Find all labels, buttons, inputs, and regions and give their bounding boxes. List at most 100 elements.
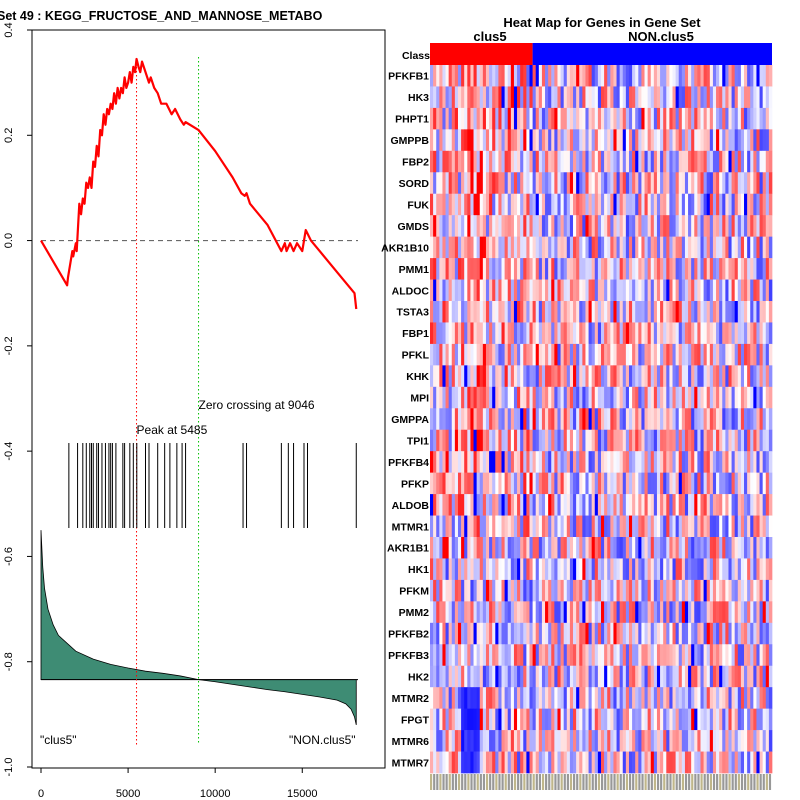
heatmap-cell <box>700 236 704 259</box>
heatmap-cell <box>647 708 652 731</box>
heatmap-cell <box>485 258 490 280</box>
heatmap-cell <box>688 644 692 667</box>
heatmap-cell <box>750 687 754 709</box>
heatmap-cell <box>529 86 533 109</box>
heatmap-cell <box>473 301 477 323</box>
heatmap-cell <box>529 258 533 280</box>
heatmap-cell <box>563 386 568 409</box>
heatmap-cell <box>526 386 530 409</box>
heatmap-cell <box>554 386 558 409</box>
heatmap-cell <box>554 730 558 752</box>
heatmap-cell <box>697 322 701 345</box>
heatmap-cell <box>756 193 760 216</box>
heatmap-cell <box>737 429 742 452</box>
heatmap-cell <box>451 622 456 645</box>
gene-label: PFKFB4 <box>388 457 429 469</box>
heatmap-cell <box>706 322 711 345</box>
heatmap-cell <box>517 386 521 409</box>
heatmap-cell <box>489 494 493 516</box>
heatmap-cell <box>594 558 599 581</box>
heatmap-cell <box>585 193 589 216</box>
heatmap-cell <box>504 494 509 516</box>
heatmap-cell <box>569 622 574 645</box>
heatmap-cell <box>740 665 745 688</box>
heatmap-cell <box>656 279 661 302</box>
heatmap-cell <box>501 193 505 216</box>
heatmap-cell <box>616 258 621 280</box>
heatmap-cell <box>454 751 459 774</box>
heatmap-cell <box>672 386 676 409</box>
heatmap-cell <box>635 301 639 323</box>
heatmap-cell <box>513 472 518 495</box>
heatmap-cell <box>616 579 621 602</box>
heatmap-cell <box>470 558 474 581</box>
heatmap-cell <box>545 687 549 709</box>
heatmap-cell <box>747 65 751 87</box>
heatmap-cell <box>663 279 667 302</box>
heatmap-cell <box>579 601 583 624</box>
heatmap-cell <box>554 86 558 109</box>
heatmap-cell <box>678 236 683 259</box>
heatmap-cell <box>697 494 701 516</box>
heatmap-cell <box>759 236 764 259</box>
heatmap-cell <box>712 429 717 452</box>
heatmap-cell <box>632 343 636 366</box>
heatmap-cell <box>548 386 552 409</box>
heatmap-cell <box>635 193 639 216</box>
heatmap-cell <box>647 451 652 473</box>
heatmap-cell <box>510 451 515 473</box>
heatmap-cell <box>744 365 748 388</box>
heatmap-cell <box>433 172 437 195</box>
heatmap-cell <box>622 537 627 559</box>
heatmap-cell <box>716 622 720 645</box>
heatmap-cell <box>728 301 732 323</box>
heatmap-cell <box>501 107 505 130</box>
heatmap-cell <box>731 472 736 495</box>
heatmap-cell <box>566 579 571 602</box>
heatmap-cell <box>582 322 586 345</box>
heatmap-cell <box>554 129 558 152</box>
heatmap-cell <box>656 579 661 602</box>
heatmap-cell <box>457 515 462 538</box>
heatmap-cell <box>632 86 636 109</box>
heatmap-cell <box>628 386 633 409</box>
heatmap-cell <box>753 451 757 473</box>
heatmap-cell <box>672 515 676 538</box>
heatmap-cell <box>585 258 589 280</box>
heatmap-cell <box>765 558 770 581</box>
heatmap-cell <box>520 236 524 259</box>
heatmap-cell <box>765 687 770 709</box>
heatmap-cell <box>712 258 717 280</box>
heatmap-cell <box>660 429 664 452</box>
heatmap-cell <box>560 558 565 581</box>
heatmap-cell <box>457 537 462 559</box>
heatmap-cell <box>448 472 453 495</box>
heatmap-cell <box>734 451 739 473</box>
heatmap-cell <box>625 644 630 667</box>
heatmap-cell <box>660 65 664 87</box>
gene-label: SORD <box>399 178 430 190</box>
heatmap-cell <box>688 451 692 473</box>
heatmap-cell <box>725 579 729 602</box>
heatmap-cell <box>489 515 493 538</box>
heatmap-cell <box>594 107 599 130</box>
heatmap-cell <box>433 537 437 559</box>
heatmap-cell <box>560 258 565 280</box>
heatmap-cell <box>653 730 658 752</box>
heatmap-cell <box>470 301 474 323</box>
heatmap-cell <box>712 537 717 559</box>
heatmap-cell <box>647 579 652 602</box>
heatmap-cell <box>538 258 543 280</box>
heatmap-cell <box>703 129 708 152</box>
heatmap-cell <box>619 751 624 774</box>
heatmap-cell <box>647 408 652 431</box>
heatmap-cell <box>601 301 605 323</box>
heatmap-cell <box>510 215 515 237</box>
heatmap-cell <box>591 236 596 259</box>
heatmap-cell <box>728 601 732 624</box>
heatmap-cell <box>551 365 555 388</box>
heatmap-cell <box>476 622 481 645</box>
heatmap-cell <box>747 429 751 452</box>
heatmap-cell <box>467 365 471 388</box>
heatmap-cell <box>619 236 624 259</box>
